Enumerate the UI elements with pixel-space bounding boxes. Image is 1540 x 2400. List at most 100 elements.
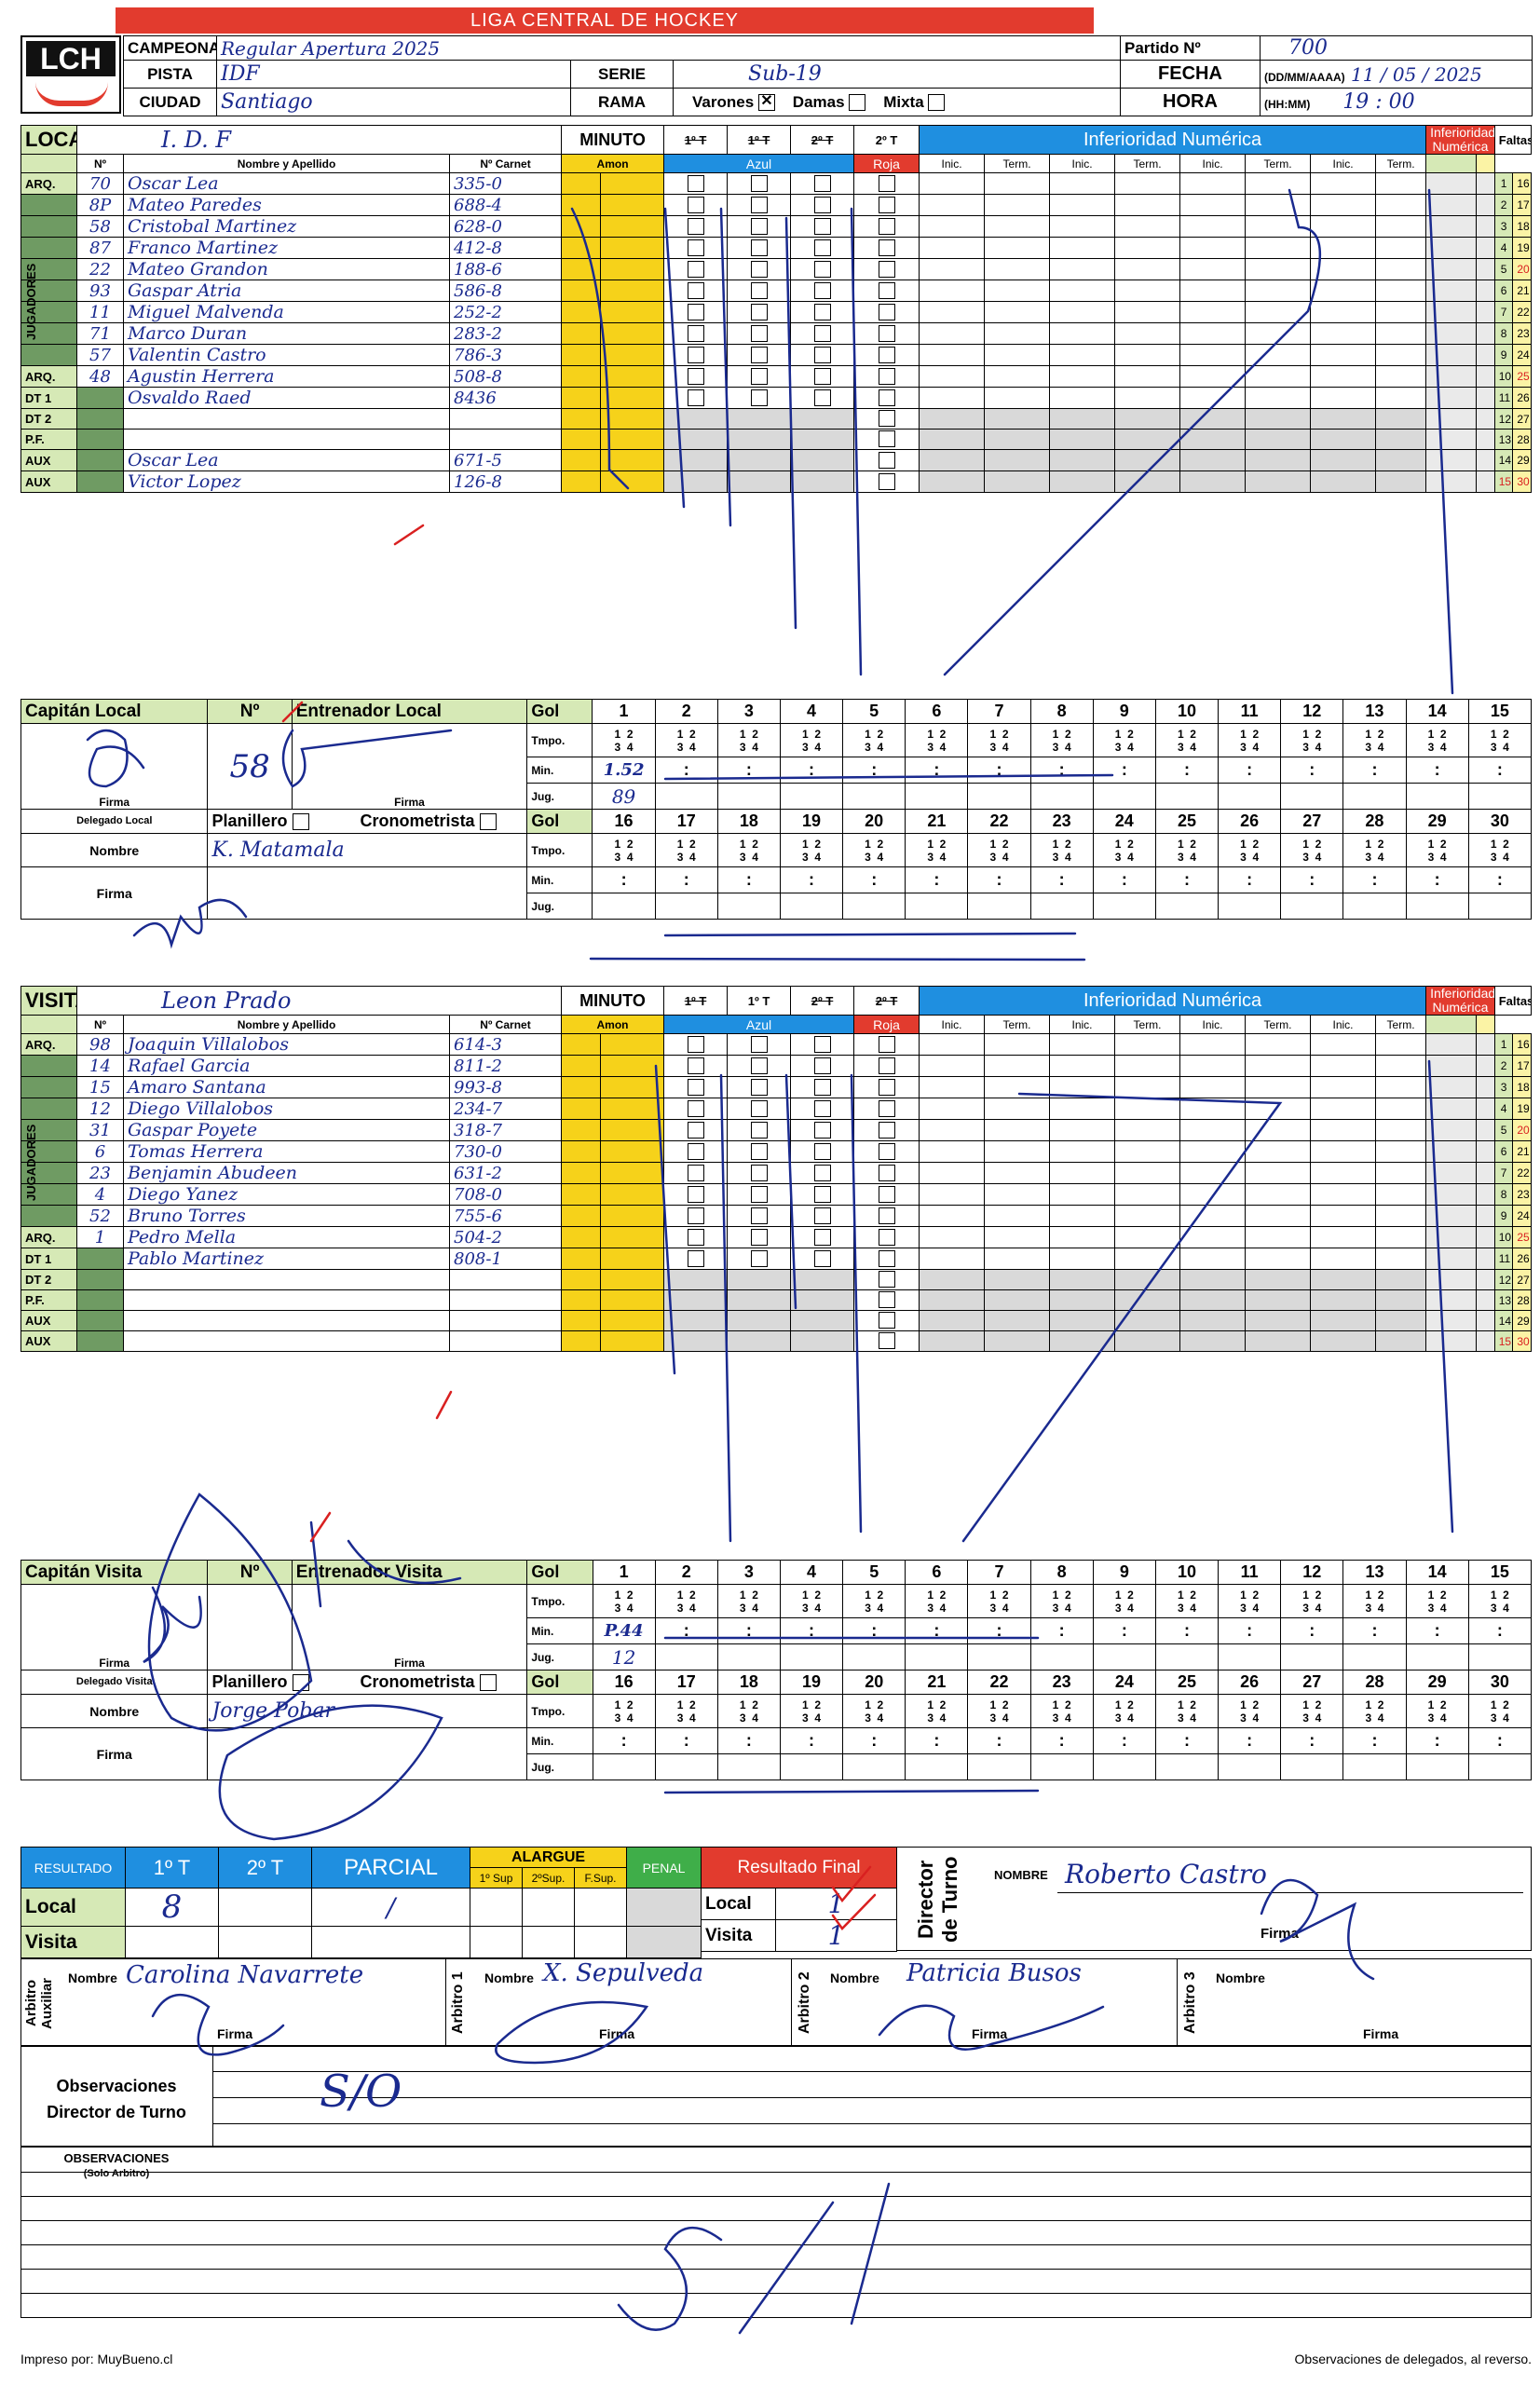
card-checkbox[interactable]	[813, 324, 831, 342]
card-checkbox[interactable]	[813, 1207, 831, 1224]
card-checkbox[interactable]	[687, 239, 704, 256]
card-checkbox[interactable]	[878, 389, 895, 406]
card-checkbox[interactable]	[878, 1164, 895, 1181]
card-checkbox[interactable]	[687, 1057, 704, 1074]
card-checkbox[interactable]	[750, 1185, 768, 1203]
card-checkbox[interactable]	[750, 1078, 768, 1096]
card-checkbox[interactable]	[878, 346, 895, 363]
card-checkbox[interactable]	[750, 281, 768, 299]
card-checkbox[interactable]	[878, 324, 895, 342]
card-checkbox[interactable]	[878, 1249, 895, 1267]
card-checkbox[interactable]	[750, 389, 768, 406]
card-checkbox[interactable]	[750, 346, 768, 363]
card-checkbox[interactable]	[687, 324, 704, 342]
damas-checkbox[interactable]	[849, 94, 866, 112]
card-checkbox[interactable]	[878, 1035, 895, 1053]
card-checkbox[interactable]	[750, 1142, 768, 1160]
card-checkbox[interactable]	[813, 1164, 831, 1181]
card-checkbox[interactable]	[750, 260, 768, 278]
card-checkbox[interactable]	[878, 1271, 895, 1289]
card-checkbox[interactable]	[750, 1035, 768, 1053]
card-checkbox[interactable]	[687, 1185, 704, 1203]
card-checkbox[interactable]	[687, 1035, 704, 1053]
card-checkbox[interactable]	[687, 1121, 704, 1139]
card-checkbox[interactable]	[813, 196, 831, 213]
card-checkbox[interactable]	[687, 389, 704, 406]
card-checkbox[interactable]	[813, 346, 831, 363]
card-checkbox[interactable]	[813, 217, 831, 235]
card-checkbox[interactable]	[750, 324, 768, 342]
card-checkbox[interactable]	[687, 367, 704, 385]
card-checkbox[interactable]	[750, 196, 768, 213]
card-checkbox[interactable]	[878, 239, 895, 256]
card-checkbox[interactable]	[878, 196, 895, 213]
card-checkbox[interactable]	[687, 1207, 704, 1224]
card-checkbox[interactable]	[813, 1099, 831, 1117]
card-checkbox[interactable]	[878, 1207, 895, 1224]
card-checkbox[interactable]	[813, 303, 831, 320]
card-checkbox[interactable]	[813, 1057, 831, 1074]
card-checkbox[interactable]	[813, 389, 831, 406]
card-checkbox[interactable]	[687, 1099, 704, 1117]
card-checkbox[interactable]	[750, 1099, 768, 1117]
card-checkbox[interactable]	[813, 281, 831, 299]
card-checkbox[interactable]	[687, 1228, 704, 1246]
card-checkbox[interactable]	[813, 1121, 831, 1139]
card-checkbox[interactable]	[878, 472, 895, 490]
varones-checkbox[interactable]: ✕	[757, 94, 775, 112]
card-checkbox[interactable]	[813, 260, 831, 278]
mixta-checkbox[interactable]	[928, 94, 946, 112]
planillero-checkbox[interactable]	[292, 1674, 309, 1692]
card-checkbox[interactable]	[750, 239, 768, 256]
card-checkbox[interactable]	[750, 1164, 768, 1181]
card-checkbox[interactable]	[813, 1249, 831, 1267]
card-checkbox[interactable]	[750, 1249, 768, 1267]
card-checkbox[interactable]	[750, 1121, 768, 1139]
card-checkbox[interactable]	[813, 1078, 831, 1096]
card-checkbox[interactable]	[878, 1121, 895, 1139]
card-checkbox[interactable]	[878, 1185, 895, 1203]
card-checkbox[interactable]	[750, 367, 768, 385]
planillero-checkbox[interactable]	[292, 813, 309, 831]
card-checkbox[interactable]	[750, 174, 768, 192]
card-checkbox[interactable]	[750, 1207, 768, 1224]
card-checkbox[interactable]	[687, 174, 704, 192]
card-checkbox[interactable]	[813, 174, 831, 192]
card-checkbox[interactable]	[878, 1228, 895, 1246]
card-checkbox[interactable]	[813, 1185, 831, 1203]
card-checkbox[interactable]	[878, 1078, 895, 1096]
card-checkbox[interactable]	[813, 239, 831, 256]
card-checkbox[interactable]	[813, 1142, 831, 1160]
card-checkbox[interactable]	[878, 410, 895, 428]
card-checkbox[interactable]	[878, 303, 895, 320]
card-checkbox[interactable]	[687, 1164, 704, 1181]
card-checkbox[interactable]	[878, 281, 895, 299]
card-checkbox[interactable]	[687, 196, 704, 213]
card-checkbox[interactable]	[813, 1228, 831, 1246]
card-checkbox[interactable]	[687, 346, 704, 363]
card-checkbox[interactable]	[687, 1249, 704, 1267]
card-checkbox[interactable]	[878, 1057, 895, 1074]
card-checkbox[interactable]	[750, 1228, 768, 1246]
card-checkbox[interactable]	[813, 367, 831, 385]
cronometrista-checkbox[interactable]	[479, 1674, 497, 1692]
cronometrista-checkbox[interactable]	[479, 813, 497, 831]
card-checkbox[interactable]	[878, 174, 895, 192]
card-checkbox[interactable]	[750, 1057, 768, 1074]
card-checkbox[interactable]	[750, 303, 768, 320]
card-checkbox[interactable]	[878, 430, 895, 448]
card-checkbox[interactable]	[878, 451, 895, 469]
card-checkbox[interactable]	[687, 1078, 704, 1096]
card-checkbox[interactable]	[878, 1099, 895, 1117]
card-checkbox[interactable]	[687, 281, 704, 299]
card-checkbox[interactable]	[813, 1035, 831, 1053]
card-checkbox[interactable]	[687, 1142, 704, 1160]
card-checkbox[interactable]	[687, 217, 704, 235]
card-checkbox[interactable]	[878, 1332, 895, 1350]
card-checkbox[interactable]	[878, 1142, 895, 1160]
card-checkbox[interactable]	[878, 260, 895, 278]
card-checkbox[interactable]	[687, 260, 704, 278]
card-checkbox[interactable]	[687, 303, 704, 320]
card-checkbox[interactable]	[878, 1312, 895, 1330]
card-checkbox[interactable]	[878, 217, 895, 235]
